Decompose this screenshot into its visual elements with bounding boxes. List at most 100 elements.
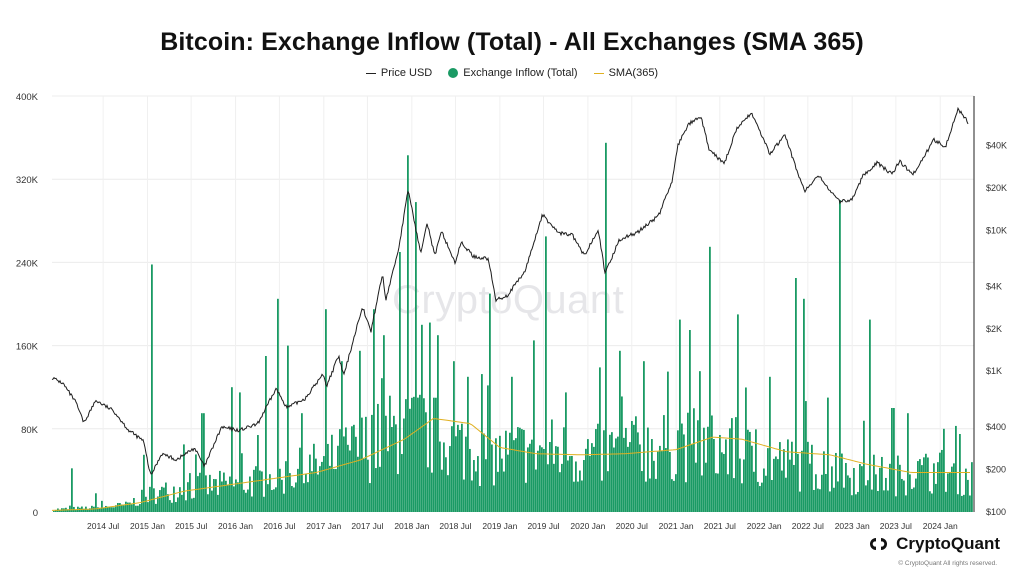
inflow-bar: [559, 472, 561, 512]
inflow-bar: [109, 507, 111, 512]
inflow-bar: [863, 420, 865, 512]
inflow-bar: [761, 482, 763, 512]
inflow-bar: [835, 452, 837, 512]
x-tick-label: 2014 Jul: [87, 521, 119, 531]
inflow-bar: [317, 474, 319, 512]
inflow-bar: [641, 471, 643, 512]
inflow-bar: [545, 236, 547, 512]
inflow-bar: [933, 463, 935, 512]
inflow-bar: [571, 455, 573, 512]
inflow-bar: [769, 376, 771, 512]
inflow-bar: [791, 441, 793, 512]
inflow-bar: [915, 478, 917, 512]
legend-item-sma[interactable]: SMA(365): [593, 67, 658, 79]
y-left-tick-label: 240K: [16, 258, 39, 269]
inflow-bar: [565, 392, 567, 512]
inflow-bar: [605, 142, 607, 513]
inflow-bar: [137, 505, 139, 512]
inflow-bar: [313, 443, 315, 512]
inflow-bar: [121, 504, 123, 512]
inflow-bar: [331, 434, 333, 512]
inflow-bar: [71, 468, 73, 512]
inflow-bar: [747, 429, 749, 512]
inflow-bar: [607, 471, 609, 512]
x-tick-label: 2017 Jan: [306, 521, 341, 531]
y-right-tick-label: $1K: [986, 366, 1002, 376]
copyright-text: © CryptoQuant All rights reserved.: [898, 560, 997, 567]
inflow-bar: [357, 456, 359, 512]
inflow-bar: [543, 448, 545, 512]
inflow-bar: [421, 324, 423, 512]
inflow-bar: [281, 479, 283, 512]
inflow-bar: [869, 319, 871, 512]
inflow-bar: [381, 378, 383, 512]
inflow-bar: [547, 464, 549, 512]
inflow-bar: [455, 436, 457, 512]
inflow-bar: [797, 453, 799, 512]
inflow-bar: [395, 424, 397, 512]
inflow-bar: [75, 510, 77, 512]
inflow-bar: [627, 446, 629, 512]
inflow-bar: [615, 438, 617, 512]
inflow-bar: [521, 429, 523, 512]
inflow-bar: [341, 361, 343, 512]
inflow-bar: [229, 476, 231, 512]
inflow-bar: [69, 505, 71, 512]
inflow-bar: [319, 466, 321, 512]
inflow-bar: [877, 490, 879, 512]
inflow-bar: [247, 489, 249, 512]
inflow-bar: [423, 398, 425, 512]
inflow-bar: [399, 252, 401, 512]
inflow-bar: [633, 424, 635, 512]
inflow-bar: [95, 493, 97, 512]
inflow-bar: [655, 478, 657, 512]
inflow-bar: [471, 480, 473, 512]
inflow-bar: [235, 479, 237, 512]
inflow-bar: [351, 426, 353, 512]
inflow-bar: [651, 439, 653, 512]
inflow-bar: [303, 483, 305, 512]
inflow-bar: [779, 442, 781, 512]
inflow-bar: [551, 419, 553, 512]
inflow-bar: [333, 468, 335, 512]
inflow-bar: [289, 473, 291, 512]
inflow-bar: [563, 427, 565, 512]
inflow-bar: [689, 330, 691, 512]
inflow-bar: [749, 431, 751, 512]
inflow-bar: [275, 487, 277, 512]
inflow-bar: [583, 460, 585, 512]
inflow-bar: [715, 473, 717, 512]
inflow-bar: [107, 506, 109, 512]
inflow-bar: [325, 309, 327, 512]
inflow-bar: [485, 459, 487, 512]
inflow-bar: [675, 474, 677, 512]
inflow-bar: [413, 396, 415, 512]
sma-series: [51, 418, 970, 511]
legend-item-price[interactable]: Price USD: [365, 67, 432, 79]
legend-item-inflow[interactable]: Exchange Inflow (Total): [448, 67, 578, 79]
inflow-bar: [841, 453, 843, 512]
inflow-bar: [459, 429, 461, 512]
inflow-bar: [553, 463, 555, 512]
inflow-bar: [533, 340, 535, 512]
inflow-bar: [321, 461, 323, 512]
inflow-bar: [899, 464, 901, 512]
inflow-bar: [215, 479, 217, 512]
inflow-bar: [953, 463, 955, 512]
inflow-bar: [253, 469, 255, 512]
inflow-bar: [671, 479, 673, 512]
inflow-bar: [451, 426, 453, 512]
inflow-bar: [873, 454, 875, 512]
inflow-bar: [433, 397, 435, 512]
inflow-bar: [881, 456, 883, 512]
inflow-bar: [475, 471, 477, 512]
inflow-bar: [355, 436, 357, 512]
x-tick-label: 2017 Jul: [351, 521, 383, 531]
inflow-bar: [923, 457, 925, 512]
inflow-bar: [135, 505, 137, 512]
inflow-bar: [931, 493, 933, 512]
x-tick-label: 2022 Jul: [792, 521, 824, 531]
inflow-bar: [965, 468, 967, 512]
inflow-bar: [467, 376, 469, 512]
inflow-bar: [625, 427, 627, 512]
